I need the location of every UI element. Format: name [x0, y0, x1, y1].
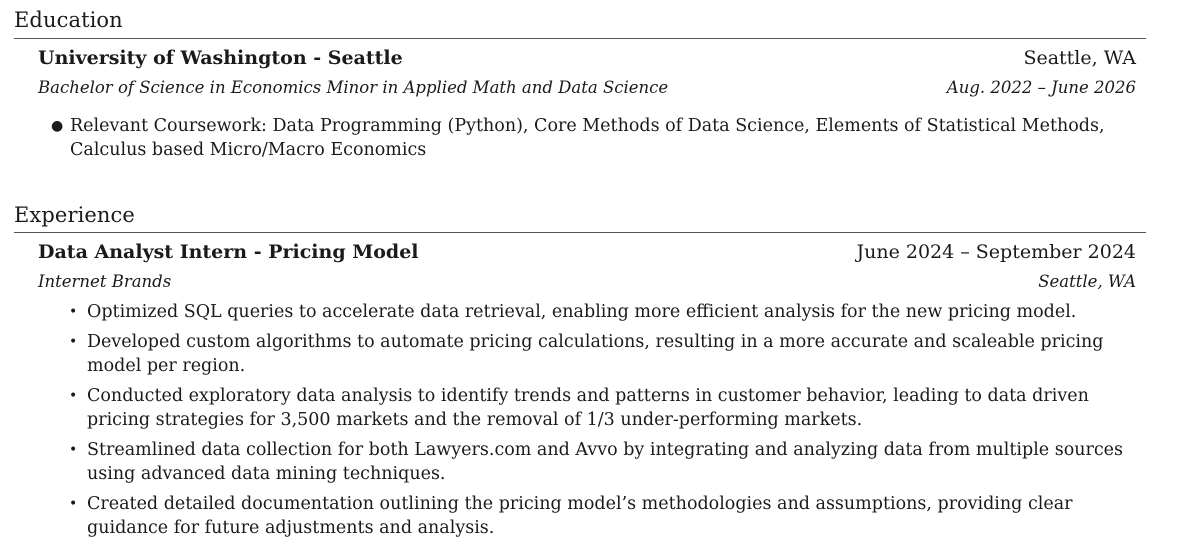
bullet-text: Developed custom algorithms to automate … — [87, 332, 1104, 376]
degree: Bachelor of Science in Economics Minor i… — [38, 78, 669, 97]
school-location: Seattle, WA — [1023, 47, 1136, 69]
bullet-icon: ● — [51, 118, 64, 134]
job-title: Data Analyst Intern - Pricing Model — [38, 241, 419, 263]
bullet-text: Relevant Coursework: Data Programming (P… — [70, 116, 1105, 160]
bullet-text: Optimized SQL queries to accelerate data… — [87, 302, 1077, 322]
list-item: • Developed custom algorithms to automat… — [69, 330, 1147, 378]
experience-company-row: Internet Brands Seattle, WA — [38, 272, 1136, 291]
job-dates: June 2024 – September 2024 — [856, 241, 1136, 263]
education-heading: Education — [14, 8, 123, 32]
company-name: Internet Brands — [38, 272, 172, 291]
experience-bullet-list: • Optimized SQL queries to accelerate da… — [69, 300, 1147, 546]
bullet-icon: • — [69, 304, 78, 320]
bullet-icon: • — [69, 442, 78, 458]
list-item: ● Relevant Coursework: Data Programming … — [51, 114, 1160, 162]
experience-divider — [14, 232, 1146, 233]
job-location: Seattle, WA — [1038, 272, 1136, 291]
bullet-text: Streamlined data collection for both Law… — [87, 440, 1124, 484]
experience-heading: Experience — [14, 203, 135, 227]
bullet-text: Created detailed documentation outlining… — [87, 494, 1073, 538]
list-item: • Optimized SQL queries to accelerate da… — [69, 300, 1147, 324]
education-dates: Aug. 2022 – June 2026 — [946, 78, 1136, 97]
education-degree-row: Bachelor of Science in Economics Minor i… — [38, 78, 1136, 97]
experience-role-row: Data Analyst Intern - Pricing Model June… — [38, 241, 1136, 263]
bullet-text: Conducted exploratory data analysis to i… — [87, 386, 1089, 430]
bullet-icon: • — [69, 388, 78, 404]
education-divider — [14, 38, 1146, 39]
bullet-icon: • — [69, 334, 78, 350]
education-bullet-list: ● Relevant Coursework: Data Programming … — [51, 114, 1160, 162]
list-item: • Streamlined data collection for both L… — [69, 438, 1147, 486]
school-name: University of Washington - Seattle — [38, 47, 403, 69]
list-item: • Created detailed documentation outlini… — [69, 492, 1147, 540]
education-school-row: University of Washington - Seattle Seatt… — [38, 47, 1136, 69]
list-item: • Conducted exploratory data analysis to… — [69, 384, 1147, 432]
bullet-icon: • — [69, 496, 78, 512]
